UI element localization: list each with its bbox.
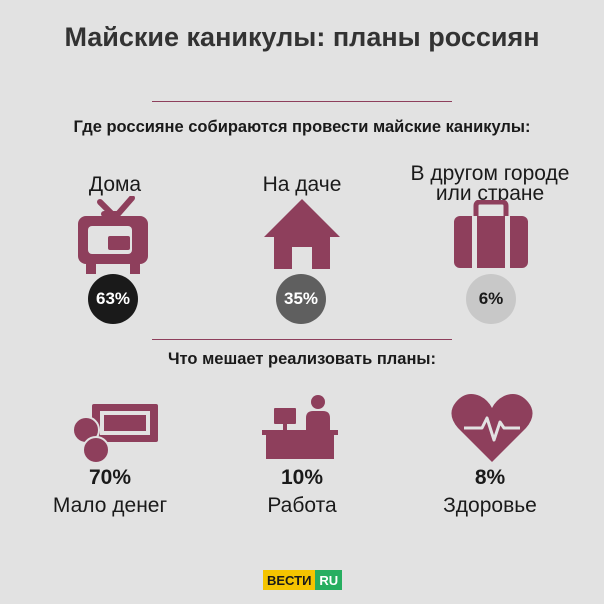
house-icon: [264, 199, 340, 269]
section-heading-plans: Где россияне собираются провести майские…: [73, 118, 531, 136]
page-title: Майские каникулы: планы россиян: [64, 22, 540, 52]
plan-label-travel: В другом городе или стране: [410, 162, 570, 205]
obstacle-label-health: Здоровье: [443, 494, 537, 517]
vesti-logo: ВЕСТИ RU: [263, 570, 343, 590]
section-heading-obstacles: Что мешает реализовать планы:: [167, 350, 437, 368]
obstacle-percent-health: 8%: [474, 466, 506, 489]
plan-percent-home: 63%: [88, 274, 138, 324]
plan-percent-travel: 6%: [466, 274, 516, 324]
logo-part-vesti: ВЕСТИ: [263, 570, 316, 590]
obstacle-percent-money: 70%: [88, 466, 132, 489]
logo-part-ru: RU: [315, 570, 343, 590]
title-divider: [152, 101, 452, 102]
plan-label-dacha: На даче: [262, 173, 342, 196]
money-icon: [72, 404, 158, 464]
section-divider: [152, 339, 452, 340]
office-desk-icon: [262, 395, 338, 459]
plan-label-home: Дома: [88, 173, 142, 196]
obstacle-label-money: Мало денег: [52, 494, 168, 517]
tv-icon: [78, 196, 148, 274]
obstacle-percent-work: 10%: [280, 466, 324, 489]
plan-percent-dacha: 35%: [276, 274, 326, 324]
heart-pulse-icon: [451, 394, 533, 462]
suitcase-icon: [454, 200, 528, 268]
obstacle-label-work: Работа: [267, 494, 337, 517]
